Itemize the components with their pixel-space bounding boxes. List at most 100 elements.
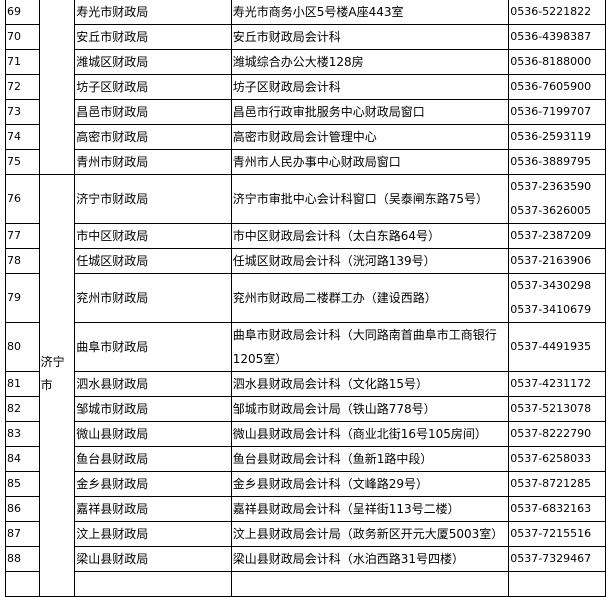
table-row: 70 安丘市财政局 安丘市财政局会计科 0536-4398387 bbox=[5, 24, 606, 50]
table-row: 81 泗水县财政局 泗水县财政局会计科（文化路15号） 0537-4231172 bbox=[5, 371, 606, 397]
table-row: 69 寿光市财政局 寿光市商务小区5号楼A座443室 0536-5221822 bbox=[5, 0, 606, 175]
table-row bbox=[5, 571, 606, 597]
table-row: 86 嘉祥县财政局 嘉祥县财政局会计科（呈祥街113号二楼） 0537-6832163 bbox=[5, 496, 606, 522]
row-number: 77 bbox=[5, 223, 40, 249]
office-address: 汶上县财政局会计局（政务新区开元大厦5003室） bbox=[230, 521, 510, 547]
phone-cell: 0536-4398387 bbox=[508, 24, 606, 50]
city-cell: 济宁市 bbox=[38, 174, 76, 597]
row-number: 73 bbox=[5, 99, 40, 125]
city-cell bbox=[38, 0, 76, 175]
office-name: 任城区财政局 bbox=[74, 248, 232, 274]
phone-number: 0537-2363590 bbox=[510, 180, 592, 193]
office-name: 寿光市财政局 bbox=[74, 0, 232, 25]
empty-cell bbox=[5, 571, 40, 597]
phone-number: 0536-7605900 bbox=[510, 80, 592, 93]
phone-cell: 0536-7605900 bbox=[508, 74, 606, 100]
table-row: 77 市中区财政局 市中区财政局会计科（太白东路64号） 0537-2387209 bbox=[5, 223, 606, 249]
office-name: 金乡县财政局 bbox=[74, 471, 232, 497]
row-number: 83 bbox=[5, 421, 40, 447]
table-row: 88 梁山县财政局 梁山县财政局会计科（水泊西路31号四楼） 0537-7329467 bbox=[5, 546, 606, 572]
office-address: 泗水县财政局会计科（文化路15号） bbox=[230, 371, 510, 397]
phone-number: 0536-7199707 bbox=[510, 105, 592, 118]
row-number: 85 bbox=[5, 471, 40, 497]
phone-cell: 0537-6258033 bbox=[508, 446, 606, 472]
phone-number: 0536-2593119 bbox=[510, 130, 592, 143]
phone-cell: 0537-2387209 bbox=[508, 223, 606, 249]
phone-cell: 0537-2363590 0537-3626005 bbox=[508, 174, 606, 224]
phone-cell: 0537-4231172 bbox=[508, 371, 606, 397]
office-address: 潍城综合办公大楼128房 bbox=[230, 49, 510, 75]
office-address: 梁山县财政局会计科（水泊西路31号四楼） bbox=[230, 546, 510, 572]
phone-number: 0537-7215516 bbox=[510, 527, 592, 540]
phone-number: 0537-4231172 bbox=[510, 377, 592, 390]
phone-number: 0537-3626005 bbox=[510, 204, 592, 217]
phone-number: 0537-4491935 bbox=[510, 340, 592, 353]
office-name: 高密市财政局 bbox=[74, 124, 232, 150]
phone-number: 0537-6832163 bbox=[510, 502, 592, 515]
office-name: 邹城市财政局 bbox=[74, 396, 232, 422]
row-number: 79 bbox=[5, 273, 40, 323]
phone-number: 0537-5213078 bbox=[510, 402, 592, 415]
table-row: 79 兖州市财政局 兖州市财政局二楼群工办（建设西路） 0537-3430298 053… bbox=[5, 273, 606, 323]
phone-number: 0536-5221822 bbox=[510, 5, 592, 18]
office-name: 昌邑市财政局 bbox=[74, 99, 232, 125]
city-label: 济宁市 bbox=[40, 355, 65, 392]
office-address: 昌邑市行政审批服务中心财政局窗口 bbox=[230, 99, 510, 125]
phone-cell: 0537-5213078 bbox=[508, 396, 606, 422]
office-name: 潍城区财政局 bbox=[74, 49, 232, 75]
phone-cell: 0536-5221822 bbox=[508, 0, 606, 25]
empty-cell bbox=[508, 571, 606, 597]
phone-number: 0536-8188000 bbox=[510, 55, 592, 68]
row-number: 87 bbox=[5, 521, 40, 547]
empty-cell bbox=[74, 571, 232, 597]
phone-cell: 0537-8222790 bbox=[508, 421, 606, 447]
office-name: 嘉祥县财政局 bbox=[74, 496, 232, 522]
office-address: 坊子区财政局会计科 bbox=[230, 74, 510, 100]
office-address: 寿光市商务小区5号楼A座443室 bbox=[230, 0, 510, 25]
office-address: 金乡县财政局会计科（文峰路29号） bbox=[230, 471, 510, 497]
phone-number: 0537-2387209 bbox=[510, 229, 592, 242]
office-address: 济宁市审批中心会计科窗口（吴泰闸东路75号） bbox=[230, 174, 510, 224]
phone-number: 0537-2163906 bbox=[510, 254, 592, 267]
table-row: 80 曲阜市财政局 曲阜市财政局会计科（大同路南首曲阜市工商银行1205室） 0537… bbox=[5, 322, 606, 372]
row-number: 86 bbox=[5, 496, 40, 522]
office-address: 高密市财政局会计管理中心 bbox=[230, 124, 510, 150]
row-number: 71 bbox=[5, 49, 40, 75]
office-name: 曲阜市财政局 bbox=[74, 322, 232, 372]
row-number: 70 bbox=[5, 24, 40, 50]
row-number: 74 bbox=[5, 124, 40, 150]
phone-cell: 0537-3430298 0537-3410679 bbox=[508, 273, 606, 323]
row-number: 81 bbox=[5, 371, 40, 397]
office-name: 泗水县财政局 bbox=[74, 371, 232, 397]
office-name: 兖州市财政局 bbox=[74, 273, 232, 323]
phone-cell: 0537-2163906 bbox=[508, 248, 606, 274]
office-name: 汶上县财政局 bbox=[74, 521, 232, 547]
office-name: 济宁市财政局 bbox=[74, 174, 232, 224]
office-address: 任城区财政局会计科（洸河路139号） bbox=[230, 248, 510, 274]
row-number: 80 bbox=[5, 322, 40, 372]
table-row: 83 微山县财政局 微山县财政局会计科（商业北街16号105房间） 0537-8222… bbox=[5, 421, 606, 447]
empty-cell bbox=[230, 571, 510, 597]
office-name: 微山县财政局 bbox=[74, 421, 232, 447]
phone-number: 0537-8222790 bbox=[510, 427, 592, 440]
office-name: 青州市财政局 bbox=[74, 149, 232, 175]
phone-cell: 0536-3889795 bbox=[508, 149, 606, 175]
table-row: 85 金乡县财政局 金乡县财政局会计科（文峰路29号） 0537-8721285 bbox=[5, 471, 606, 497]
table-row: 71 潍城区财政局 潍城综合办公大楼128房 0536-8188000 bbox=[5, 49, 606, 75]
phone-number: 0537-8721285 bbox=[510, 477, 592, 490]
office-name: 鱼台县财政局 bbox=[74, 446, 232, 472]
office-address: 兖州市财政局二楼群工办（建设西路） bbox=[230, 273, 510, 323]
table-row: 72 坊子区财政局 坊子区财政局会计科 0536-7605900 bbox=[5, 74, 606, 100]
row-number: 88 bbox=[5, 546, 40, 572]
table-row: 73 昌邑市财政局 昌邑市行政审批服务中心财政局窗口 0536-7199707 bbox=[5, 99, 606, 125]
finance-bureau-table: 69 寿光市财政局 寿光市商务小区5号楼A座443室 0536-5221822 70 安丘… bbox=[5, 0, 606, 597]
phone-number: 0536-4398387 bbox=[510, 30, 592, 43]
office-address: 青州市人民办事中心财政局窗口 bbox=[230, 149, 510, 175]
phone-number: 0537-3410679 bbox=[510, 303, 592, 316]
office-address: 邹城市财政局会计局（铁山路778号） bbox=[230, 396, 510, 422]
table-row: 82 邹城市财政局 邹城市财政局会计局（铁山路778号） 0537-5213078 bbox=[5, 396, 606, 422]
row-number: 76 bbox=[5, 174, 40, 224]
table-row: 84 鱼台县财政局 鱼台县财政局会计科（鱼新1路中段） 0537-6258033 bbox=[5, 446, 606, 472]
phone-cell: 0537-7329467 bbox=[508, 546, 606, 572]
office-address: 鱼台县财政局会计科（鱼新1路中段） bbox=[230, 446, 510, 472]
